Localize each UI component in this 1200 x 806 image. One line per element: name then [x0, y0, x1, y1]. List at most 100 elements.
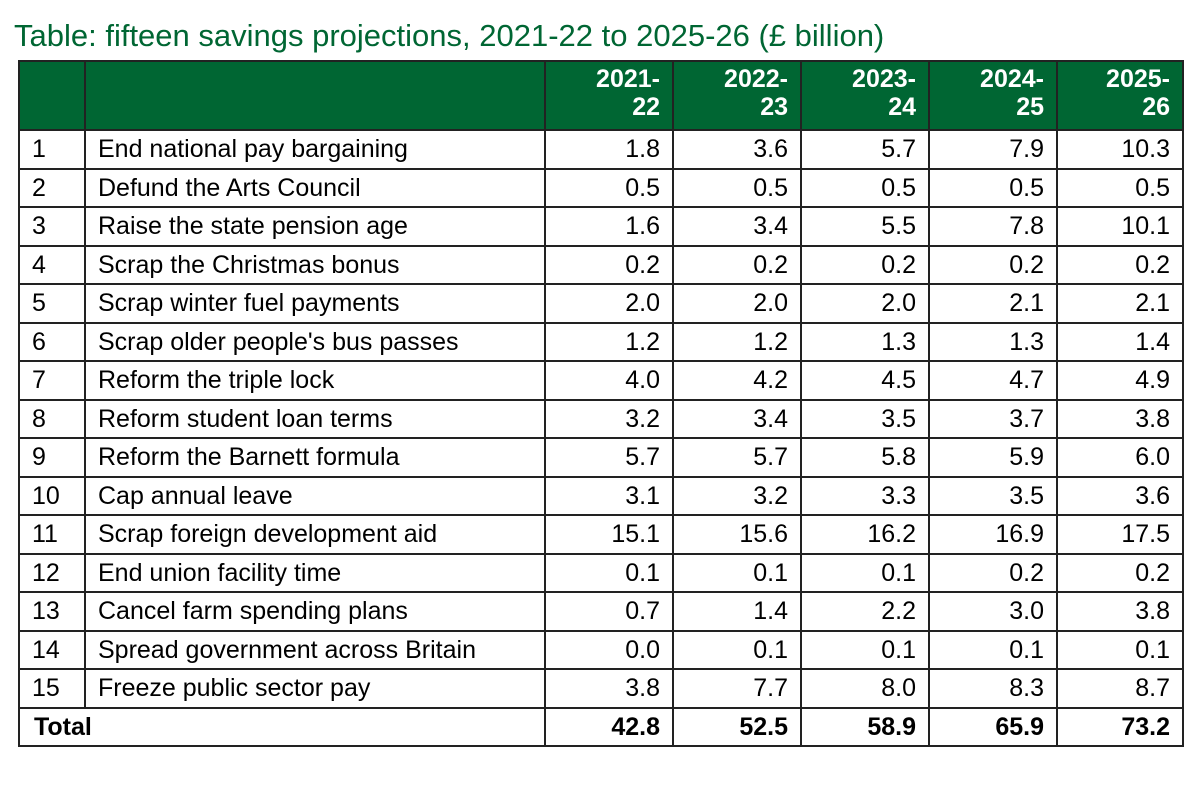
total-value-cell: 52.5: [672, 706, 802, 747]
table-row: 9 Reform the Barnett formula 5.7 5.7 5.8 5.9 6…: [18, 437, 1184, 478]
row-number: 11: [18, 514, 86, 555]
value-cell: 0.2: [1056, 552, 1184, 593]
header-row: 2021- 22 2022- 23 2023- 24 2024- 25 2025- 26: [18, 60, 1184, 131]
value-cell: 3.6: [672, 129, 802, 170]
value-cell: 10.1: [1056, 206, 1184, 247]
row-label: End union facility time: [84, 552, 546, 593]
row-number: 13: [18, 591, 86, 632]
value-cell: 2.1: [1056, 283, 1184, 324]
value-cell: 15.1: [544, 514, 674, 555]
column-header: 2021- 22: [544, 60, 674, 131]
value-cell: 2.1: [928, 283, 1058, 324]
value-cell: 0.7: [544, 591, 674, 632]
value-cell: 0.1: [672, 552, 802, 593]
row-number: 8: [18, 398, 86, 439]
value-cell: 16.9: [928, 514, 1058, 555]
value-cell: 3.8: [1056, 591, 1184, 632]
value-cell: 10.3: [1056, 129, 1184, 170]
value-cell: 2.0: [800, 283, 930, 324]
row-number: 10: [18, 475, 86, 516]
row-label: Raise the state pension age: [84, 206, 546, 247]
value-cell: 0.2: [928, 552, 1058, 593]
value-cell: 0.2: [928, 244, 1058, 285]
column-header-line2: 23: [760, 93, 788, 121]
row-label: Defund the Arts Council: [84, 167, 546, 208]
value-cell: 6.0: [1056, 437, 1184, 478]
value-cell: 0.5: [800, 167, 930, 208]
table-row: 14 Spread government across Britain 0.0 0.1…: [18, 629, 1184, 670]
column-header-line2: 22: [632, 93, 660, 121]
value-cell: 5.7: [544, 437, 674, 478]
value-cell: 0.5: [544, 167, 674, 208]
value-cell: 0.1: [544, 552, 674, 593]
value-cell: 1.3: [800, 321, 930, 362]
column-header-line2: 25: [1016, 93, 1044, 121]
value-cell: 1.4: [672, 591, 802, 632]
savings-table: 2021- 22 2022- 23 2023- 24 2024- 25 2025- 26 …: [18, 60, 1184, 747]
row-number: 12: [18, 552, 86, 593]
table-row: 4 Scrap the Christmas bonus 0.2 0.2 0.2 0.2 0.…: [18, 244, 1184, 285]
table-row: 3 Raise the state pension age 1.6 3.4 5.5 7.8…: [18, 206, 1184, 247]
table-row: 15 Freeze public sector pay 3.8 7.7 8.0 8.3 8.…: [18, 668, 1184, 709]
row-label: Scrap foreign development aid: [84, 514, 546, 555]
table-row: 2 Defund the Arts Council 0.5 0.5 0.5 0.5 0.5: [18, 167, 1184, 208]
total-label: Total: [18, 706, 546, 747]
row-label: Cancel farm spending plans: [84, 591, 546, 632]
column-header: 2023- 24: [800, 60, 930, 131]
row-label: End national pay bargaining: [84, 129, 546, 170]
value-cell: 3.2: [672, 475, 802, 516]
value-cell: 1.3: [928, 321, 1058, 362]
row-number: 5: [18, 283, 86, 324]
table-row: 12 End union facility time 0.1 0.1 0.1 0.2 0.2: [18, 552, 1184, 593]
value-cell: 0.1: [800, 552, 930, 593]
value-cell: 15.6: [672, 514, 802, 555]
value-cell: 7.9: [928, 129, 1058, 170]
total-value-cell: 42.8: [544, 706, 674, 747]
value-cell: 1.6: [544, 206, 674, 247]
column-header: 2022- 23: [672, 60, 802, 131]
value-cell: 4.0: [544, 360, 674, 401]
table-row: 6 Scrap older people's bus passes 1.2 1.2 1.…: [18, 321, 1184, 362]
value-cell: 0.1: [800, 629, 930, 670]
value-cell: 0.1: [928, 629, 1058, 670]
table-row: 10 Cap annual leave 3.1 3.2 3.3 3.5 3.6: [18, 475, 1184, 516]
value-cell: 0.5: [928, 167, 1058, 208]
value-cell: 5.5: [800, 206, 930, 247]
column-header-line1: 2021-: [596, 65, 660, 93]
row-number: 4: [18, 244, 86, 285]
table-body: 1 End national pay bargaining 1.8 3.6 5.7 7.9…: [18, 129, 1184, 747]
value-cell: 1.8: [544, 129, 674, 170]
value-cell: 17.5: [1056, 514, 1184, 555]
total-row: Total 42.8 52.5 58.9 65.9 73.2: [18, 706, 1184, 747]
value-cell: 3.6: [1056, 475, 1184, 516]
value-cell: 3.7: [928, 398, 1058, 439]
value-cell: 4.2: [672, 360, 802, 401]
value-cell: 0.1: [672, 629, 802, 670]
row-number: 3: [18, 206, 86, 247]
total-value-cell: 58.9: [800, 706, 930, 747]
value-cell: 3.0: [928, 591, 1058, 632]
row-number: 6: [18, 321, 86, 362]
value-cell: 4.9: [1056, 360, 1184, 401]
column-header: 2025- 26: [1056, 60, 1184, 131]
table-row: 8 Reform student loan terms 3.2 3.4 3.5 3.7 3.…: [18, 398, 1184, 439]
value-cell: 8.7: [1056, 668, 1184, 709]
row-number: 7: [18, 360, 86, 401]
column-header-line2: 26: [1142, 93, 1170, 121]
table-row: 7 Reform the triple lock 4.0 4.2 4.5 4.7 4.9: [18, 360, 1184, 401]
value-cell: 5.8: [800, 437, 930, 478]
value-cell: 0.2: [800, 244, 930, 285]
row-label: Cap annual leave: [84, 475, 546, 516]
value-cell: 7.8: [928, 206, 1058, 247]
value-cell: 0.2: [672, 244, 802, 285]
value-cell: 3.3: [800, 475, 930, 516]
row-label: Reform student loan terms: [84, 398, 546, 439]
value-cell: 1.4: [1056, 321, 1184, 362]
value-cell: 5.9: [928, 437, 1058, 478]
value-cell: 0.2: [544, 244, 674, 285]
header-num-cell: [18, 60, 86, 131]
value-cell: 3.1: [544, 475, 674, 516]
value-cell: 4.5: [800, 360, 930, 401]
value-cell: 3.2: [544, 398, 674, 439]
value-cell: 3.8: [1056, 398, 1184, 439]
